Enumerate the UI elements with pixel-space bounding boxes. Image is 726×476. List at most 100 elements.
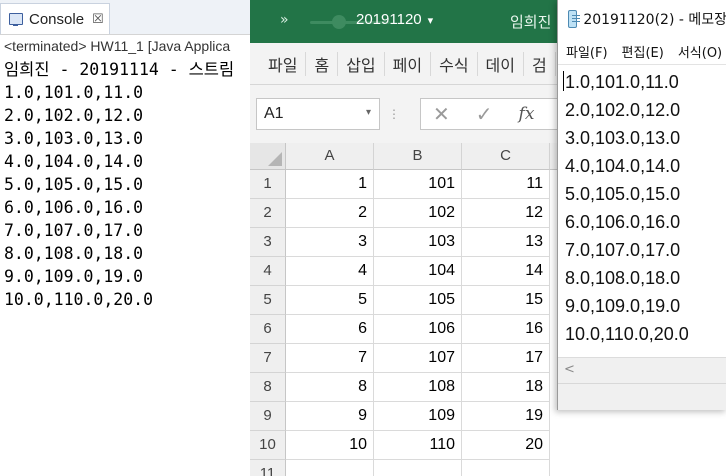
cell-c8[interactable]: 18 (462, 373, 550, 402)
notepad-line: 1.0,101.0,11.0 (565, 72, 679, 92)
notepad-title-bar[interactable]: 20191120(2) - 메모장 (558, 0, 726, 38)
cell-c1[interactable]: 11 (462, 170, 550, 199)
column-header-c[interactable]: C (462, 143, 550, 170)
quick-access-toggle[interactable] (310, 15, 390, 29)
cell-a7[interactable]: 7 (286, 344, 374, 373)
user-name[interactable]: 임희진 (510, 13, 552, 31)
tab-formulas[interactable]: 수식 (431, 51, 478, 76)
row-header[interactable]: 6 (250, 315, 286, 344)
console-header-line: 임희진 - 20191114 - 스트림 (4, 58, 234, 81)
menu-file[interactable]: 파일(F) (566, 45, 608, 61)
menu-edit[interactable]: 편집(E) (621, 45, 664, 61)
horizontal-scrollbar[interactable]: < (558, 357, 726, 384)
cancel-icon[interactable]: ✕ (433, 102, 450, 126)
cell-b2[interactable]: 102 (374, 199, 462, 228)
cell-a3[interactable]: 3 (286, 228, 374, 257)
console-tab-bar: Console ☒ (0, 0, 250, 35)
cell-b5[interactable]: 105 (374, 286, 462, 315)
workbook-title[interactable]: 20191120 ▾ (356, 11, 433, 28)
notepad-line: 5.0,105.0,15.0 (565, 184, 681, 204)
cell-b9[interactable]: 109 (374, 402, 462, 431)
row-header[interactable]: 4 (250, 257, 286, 286)
notepad-line: 2.0,102.0,12.0 (565, 100, 681, 120)
menu-format[interactable]: 서식(O) (677, 45, 723, 61)
cell-b8[interactable]: 108 (374, 373, 462, 402)
console-status-line: <terminated> HW11_1 [Java Applica (4, 38, 231, 54)
tab-page-layout[interactable]: 페이 (385, 51, 432, 76)
column-header-a[interactable]: A (286, 143, 374, 170)
row-header[interactable]: 7 (250, 344, 286, 373)
cell-a10[interactable]: 10 (286, 431, 374, 460)
column-header-b[interactable]: B (374, 143, 462, 170)
cell-a4[interactable]: 4 (286, 257, 374, 286)
cell-a6[interactable]: 6 (286, 315, 374, 344)
text-cursor (563, 71, 564, 91)
console-tab[interactable]: Console ☒ (0, 3, 110, 34)
cell-c4[interactable]: 14 (462, 257, 550, 286)
notepad-menu-bar: 파일(F) 편집(E) 서식(O) (558, 38, 726, 64)
quick-access-more-icon[interactable]: » (280, 12, 289, 28)
notepad-line: 10.0,110.0,20.0 (565, 324, 689, 344)
cell-b3[interactable]: 103 (374, 228, 462, 257)
tab-home[interactable]: 홈 (306, 51, 339, 76)
cell-b7[interactable]: 107 (374, 344, 462, 373)
close-icon[interactable]: ☒ (92, 11, 104, 27)
chevron-down-icon: ▾ (427, 15, 434, 27)
row-header[interactable]: 9 (250, 402, 286, 431)
cell-c5[interactable]: 15 (462, 286, 550, 315)
scroll-left-icon[interactable]: < (564, 362, 575, 377)
console-icon (9, 13, 23, 26)
notepad-status-bar (558, 383, 726, 410)
name-box-value: A1 (264, 105, 284, 122)
name-box[interactable]: A1 ▾ (256, 98, 380, 130)
cell-c10[interactable]: 20 (462, 431, 550, 460)
notepad-line: 4.0,104.0,14.0 (565, 156, 681, 176)
enter-check-icon[interactable]: ✓ (475, 102, 493, 126)
notepad-line: 3.0,103.0,13.0 (565, 128, 681, 148)
cell-b1[interactable]: 101 (374, 170, 462, 199)
console-line: 8.0,108.0,18.0 (4, 244, 144, 263)
tab-file[interactable]: 파일 (260, 51, 307, 76)
row-header[interactable]: 5 (250, 286, 286, 315)
cell-a5[interactable]: 5 (286, 286, 374, 315)
row-header[interactable]: 1 (250, 170, 286, 199)
console-line: 6.0,106.0,16.0 (4, 198, 144, 217)
cell-b11[interactable] (374, 460, 462, 476)
chevron-down-icon[interactable]: ▾ (365, 107, 371, 118)
cell-c6[interactable]: 16 (462, 315, 550, 344)
notepad-line: 8.0,108.0,18.0 (565, 268, 681, 288)
console-line: 1.0,101.0,11.0 (4, 83, 144, 102)
cell-b4[interactable]: 104 (374, 257, 462, 286)
row-header[interactable]: 8 (250, 373, 286, 402)
tab-insert[interactable]: 삽입 (338, 51, 385, 76)
row-header[interactable]: 11 (250, 460, 286, 476)
notepad-content: 1.0,101.0,11.0 2.0,102.0,12.0 3.0,103.0,… (565, 68, 689, 348)
cell-a2[interactable]: 2 (286, 199, 374, 228)
cell-b6[interactable]: 106 (374, 315, 462, 344)
insert-function-icon[interactable]: fx (518, 104, 535, 124)
notepad-line: 9.0,109.0,19.0 (565, 296, 681, 316)
formula-bar-resize-handle[interactable]: ⋮ (388, 107, 400, 121)
cell-c3[interactable]: 13 (462, 228, 550, 257)
select-all-button[interactable] (250, 143, 286, 170)
cell-b10[interactable]: 110 (374, 431, 462, 460)
cell-a9[interactable]: 9 (286, 402, 374, 431)
notepad-text-area[interactable] (558, 64, 726, 355)
cell-c7[interactable]: 17 (462, 344, 550, 373)
cell-a8[interactable]: 8 (286, 373, 374, 402)
notepad-line: 6.0,106.0,16.0 (565, 212, 681, 232)
worksheet-grid[interactable]: A B C 1 1 101 11 2 2 102 12 3 3 103 13 4… (250, 143, 726, 476)
console-output[interactable]: 임희진 - 20191114 - 스트림 1.0,101.0,11.0 2.0,… (4, 58, 234, 311)
cell-c2[interactable]: 12 (462, 199, 550, 228)
tab-review[interactable]: 검 (524, 51, 556, 76)
row-header[interactable]: 2 (250, 199, 286, 228)
cell-c9[interactable]: 19 (462, 402, 550, 431)
row-header[interactable]: 10 (250, 431, 286, 460)
tab-data[interactable]: 데이 (478, 51, 524, 76)
cell-c11[interactable] (462, 460, 550, 476)
cell-a1[interactable]: 1 (286, 170, 374, 199)
cell-a11[interactable] (286, 460, 374, 476)
row-header[interactable]: 3 (250, 228, 286, 257)
notepad-window: 20191120(2) - 메모장 파일(F) 편집(E) 서식(O) 1.0,… (557, 0, 726, 410)
console-line: 5.0,105.0,15.0 (4, 175, 144, 194)
